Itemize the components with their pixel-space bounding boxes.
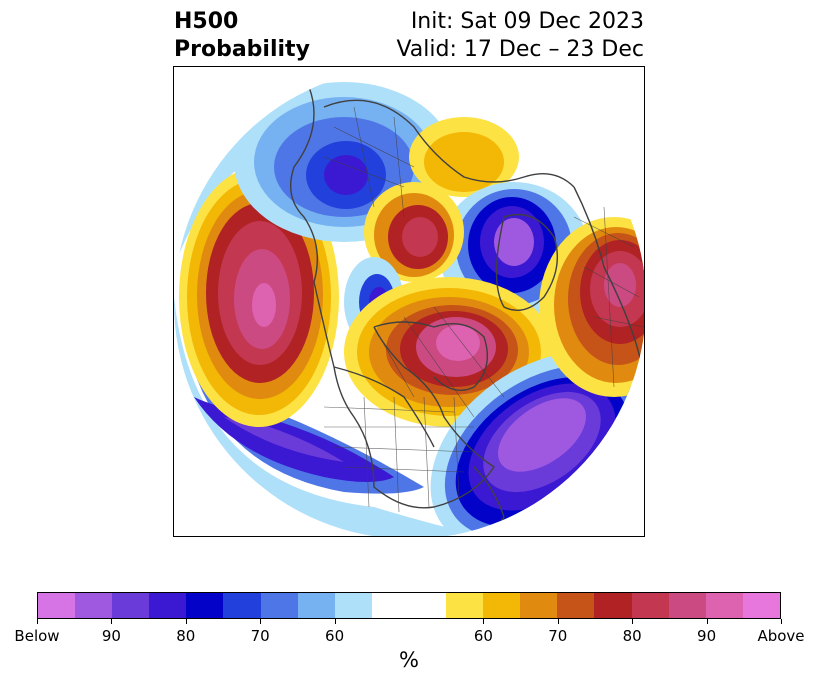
- colorbar-segment: [631, 593, 669, 618]
- colorbar-segment: [742, 593, 780, 618]
- colorbar-segment: [334, 593, 372, 618]
- colorbar-tick: [111, 619, 113, 624]
- colorbar-segment: [297, 593, 335, 618]
- colorbar-segment: [705, 593, 743, 618]
- colorbar-tick-label: 80: [176, 627, 196, 645]
- political-borders: [323, 106, 644, 513]
- colorbar-tick-label: Below: [14, 627, 60, 645]
- colorbar-tick-label: 70: [548, 627, 568, 645]
- title-product: Probability: [174, 37, 310, 62]
- init-date: Init: Sat 09 Dec 2023: [410, 9, 644, 34]
- colorbar-segment: [408, 593, 447, 618]
- colorbar-tick: [632, 619, 634, 624]
- valid-range: Valid: 17 Dec – 23 Dec: [396, 37, 644, 62]
- colorbar-segment: [557, 593, 595, 618]
- map-panel: [173, 66, 645, 537]
- colorbar-tick: [706, 619, 708, 624]
- colorbar-tick: [334, 619, 336, 624]
- colorbar-segment: [483, 593, 521, 618]
- colorbar-segment: [75, 593, 113, 618]
- colorbar-segment: [594, 593, 632, 618]
- colorbar-segment: [668, 593, 706, 618]
- probability-field: [174, 67, 644, 536]
- colorbar-tick-label: 90: [101, 627, 121, 645]
- colorbar-segment: [520, 593, 558, 618]
- colorbar-tick: [185, 619, 187, 624]
- colorbar-segment: [260, 593, 298, 618]
- colorbar-tick: [37, 619, 38, 624]
- colorbar-tick: [781, 619, 782, 624]
- polar-map: [174, 67, 644, 536]
- colorbar-segment: [149, 593, 187, 618]
- colorbar-segment: [112, 593, 150, 618]
- colorbar-tick-label: 80: [622, 627, 642, 645]
- colorbar-segment: [38, 593, 76, 618]
- colorbar-tick-label: 60: [473, 627, 493, 645]
- colorbar-segment: [223, 593, 261, 618]
- colorbar-segment: [371, 593, 409, 618]
- colorbar-segment: [446, 593, 484, 618]
- colorbar-tick-label: 90: [697, 627, 717, 645]
- title-variable: H500: [174, 9, 239, 34]
- colorbar-tick-label: 70: [250, 627, 270, 645]
- colorbar-tick-label: Above: [757, 627, 805, 645]
- colorbar-tick: [557, 619, 559, 624]
- colorbar-tick: [483, 619, 485, 624]
- forecast-dates: Init: Sat 09 Dec 2023 Valid: 17 Dec – 23…: [396, 8, 644, 64]
- colorbar-tick-label: 60: [325, 627, 345, 645]
- map-title: H500 Probability: [174, 8, 310, 64]
- colorbar-segment: [186, 593, 224, 618]
- probability-colorbar: [37, 592, 781, 619]
- colorbar-unit: %: [399, 648, 419, 672]
- colorbar-tick: [260, 619, 262, 624]
